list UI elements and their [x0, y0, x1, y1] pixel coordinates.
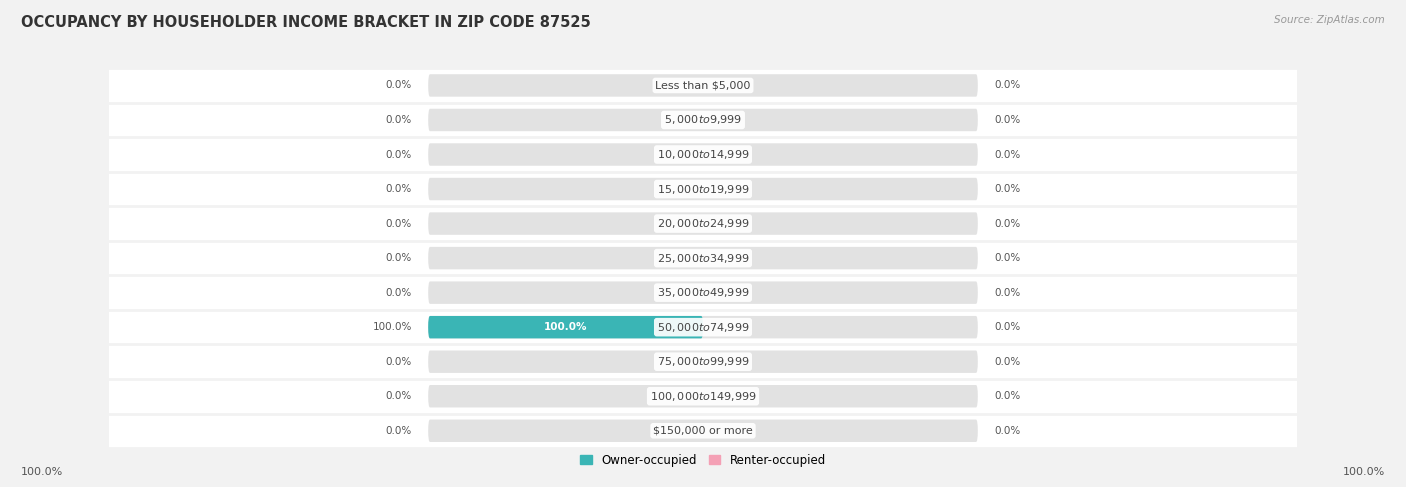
FancyBboxPatch shape — [110, 103, 1296, 137]
Text: 0.0%: 0.0% — [385, 288, 412, 298]
Text: $35,000 to $49,999: $35,000 to $49,999 — [657, 286, 749, 299]
Text: 0.0%: 0.0% — [385, 80, 412, 91]
FancyBboxPatch shape — [110, 172, 1296, 206]
Text: 0.0%: 0.0% — [994, 322, 1021, 332]
Text: 0.0%: 0.0% — [994, 253, 1021, 263]
Text: 0.0%: 0.0% — [994, 426, 1021, 436]
FancyBboxPatch shape — [110, 68, 1296, 103]
Text: $20,000 to $24,999: $20,000 to $24,999 — [657, 217, 749, 230]
Text: 0.0%: 0.0% — [385, 253, 412, 263]
Text: $50,000 to $74,999: $50,000 to $74,999 — [657, 320, 749, 334]
Text: 0.0%: 0.0% — [385, 391, 412, 401]
Text: 100.0%: 100.0% — [21, 467, 63, 477]
Text: 0.0%: 0.0% — [385, 150, 412, 160]
FancyBboxPatch shape — [429, 316, 703, 338]
Text: $75,000 to $99,999: $75,000 to $99,999 — [657, 355, 749, 368]
FancyBboxPatch shape — [110, 310, 1296, 344]
Text: 0.0%: 0.0% — [994, 391, 1021, 401]
Text: 0.0%: 0.0% — [385, 184, 412, 194]
Text: $25,000 to $34,999: $25,000 to $34,999 — [657, 252, 749, 264]
FancyBboxPatch shape — [110, 344, 1296, 379]
FancyBboxPatch shape — [429, 247, 977, 269]
Text: 0.0%: 0.0% — [994, 150, 1021, 160]
Text: $5,000 to $9,999: $5,000 to $9,999 — [664, 113, 742, 127]
Text: 100.0%: 100.0% — [544, 322, 588, 332]
FancyBboxPatch shape — [429, 385, 977, 408]
FancyBboxPatch shape — [429, 143, 977, 166]
Text: 0.0%: 0.0% — [994, 288, 1021, 298]
FancyBboxPatch shape — [429, 212, 977, 235]
Text: 100.0%: 100.0% — [1343, 467, 1385, 477]
Text: 0.0%: 0.0% — [385, 426, 412, 436]
FancyBboxPatch shape — [429, 281, 977, 304]
FancyBboxPatch shape — [429, 109, 977, 131]
Text: 0.0%: 0.0% — [994, 80, 1021, 91]
FancyBboxPatch shape — [110, 206, 1296, 241]
Text: Source: ZipAtlas.com: Source: ZipAtlas.com — [1274, 15, 1385, 25]
FancyBboxPatch shape — [110, 379, 1296, 413]
Text: 0.0%: 0.0% — [385, 219, 412, 228]
Text: 0.0%: 0.0% — [994, 219, 1021, 228]
FancyBboxPatch shape — [429, 316, 977, 338]
Legend: Owner-occupied, Renter-occupied: Owner-occupied, Renter-occupied — [575, 449, 831, 471]
Text: Less than $5,000: Less than $5,000 — [655, 80, 751, 91]
Text: $100,000 to $149,999: $100,000 to $149,999 — [650, 390, 756, 403]
FancyBboxPatch shape — [429, 419, 977, 442]
Text: OCCUPANCY BY HOUSEHOLDER INCOME BRACKET IN ZIP CODE 87525: OCCUPANCY BY HOUSEHOLDER INCOME BRACKET … — [21, 15, 591, 30]
FancyBboxPatch shape — [110, 275, 1296, 310]
FancyBboxPatch shape — [110, 413, 1296, 448]
Text: $15,000 to $19,999: $15,000 to $19,999 — [657, 183, 749, 196]
Text: 0.0%: 0.0% — [994, 115, 1021, 125]
FancyBboxPatch shape — [110, 137, 1296, 172]
Text: 100.0%: 100.0% — [373, 322, 412, 332]
Text: 0.0%: 0.0% — [994, 184, 1021, 194]
Text: 0.0%: 0.0% — [994, 356, 1021, 367]
Text: 0.0%: 0.0% — [385, 356, 412, 367]
FancyBboxPatch shape — [429, 178, 977, 200]
Text: 0.0%: 0.0% — [385, 115, 412, 125]
Text: $150,000 or more: $150,000 or more — [654, 426, 752, 436]
FancyBboxPatch shape — [429, 74, 977, 96]
Text: $10,000 to $14,999: $10,000 to $14,999 — [657, 148, 749, 161]
FancyBboxPatch shape — [110, 241, 1296, 275]
FancyBboxPatch shape — [429, 351, 977, 373]
